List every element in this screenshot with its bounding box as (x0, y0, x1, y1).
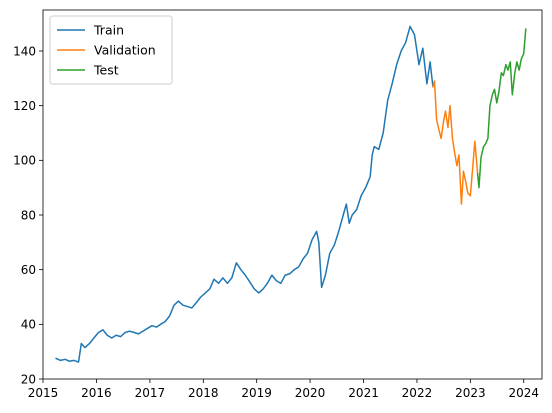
series-layer (55, 25, 527, 363)
x-tick-label: 2022 (402, 386, 433, 400)
legend-label-validation: Validation (94, 43, 156, 58)
x-tick-label: 2018 (188, 386, 219, 400)
axes-frame (42, 9, 543, 380)
y-tick-label: 80 (21, 208, 36, 222)
series-line-validation (431, 80, 479, 205)
x-tick-label: 2019 (241, 386, 272, 400)
x-tick-label: 2021 (348, 386, 379, 400)
x-tick-label: 2017 (135, 386, 166, 400)
series-line-test (476, 28, 527, 189)
y-tick-label: 120 (13, 99, 36, 113)
x-tick-label: 2020 (295, 386, 326, 400)
y-tick-label: 20 (21, 372, 36, 386)
legend-box (49, 15, 173, 85)
x-tick-label: 2016 (81, 386, 112, 400)
y-tick-label: 140 (13, 44, 36, 58)
legend-label-test: Test (93, 63, 119, 78)
legend-label-train: Train (93, 23, 124, 38)
y-tick-label: 60 (21, 263, 36, 277)
x-tick-label: 2015 (28, 386, 59, 400)
x-tick-label: 2024 (508, 386, 539, 400)
axes-layer: 2015 2016 2017 2018 2019 2020 2021 2022 2023 2024… (13, 9, 543, 400)
legend: Train Validation Test (49, 15, 173, 85)
y-tick-label: 100 (13, 154, 36, 168)
series-line-train (55, 25, 434, 363)
y-tick-label: 40 (21, 318, 36, 332)
x-tick-label: 2023 (455, 386, 486, 400)
